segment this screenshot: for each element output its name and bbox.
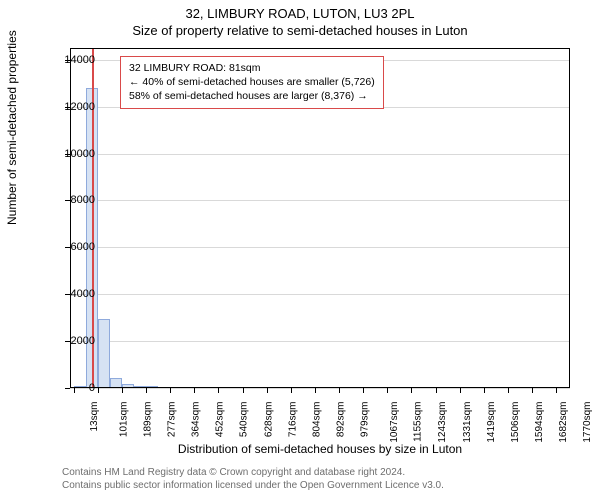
ytick-label: 14000 [45,54,95,66]
xtick-label: 1155sqm [413,402,424,442]
x-axis-label: Distribution of semi-detached houses by … [70,442,570,456]
x-axis-top [70,48,570,49]
chart-container: { "header": { "line1": "32, LIMBURY ROAD… [0,0,600,500]
y-axis-label: Number of semi-detached properties [5,30,19,225]
footer-line-1: Contains HM Land Registry data © Crown c… [62,466,444,479]
ytick-label: 8000 [45,194,95,206]
histogram-bar [98,319,110,388]
ytick-label: 12000 [45,101,95,113]
ytick-label: 0 [45,382,95,394]
xtick-label: 277sqm [167,402,178,438]
xtick-label: 1770sqm [582,402,593,443]
gridline-h [70,294,570,295]
annotation-line-1: 32 LIMBURY ROAD: 81sqm [129,61,375,75]
y-axis-right [569,48,570,388]
annotation-box: 32 LIMBURY ROAD: 81sqm ← 40% of semi-det… [120,56,384,109]
chart-title-line1: 32, LIMBURY ROAD, LUTON, LU3 2PL [0,0,600,21]
xtick-label: 1419sqm [486,402,497,443]
xtick-label: 979sqm [360,402,371,438]
xtick-label: 716sqm [287,402,298,438]
chart-title-line2: Size of property relative to semi-detach… [0,21,600,38]
xtick-label: 804sqm [311,402,322,438]
ytick-label: 10000 [45,148,95,160]
gridline-h [70,247,570,248]
gridline-h [70,154,570,155]
xtick-label: 1243sqm [438,402,449,443]
gridline-h [70,341,570,342]
xtick-label: 1331sqm [462,402,473,443]
xtick-label: 1594sqm [534,402,545,443]
footer: Contains HM Land Registry data © Crown c… [62,466,444,492]
xtick-label: 628sqm [263,402,274,438]
xtick-label: 1506sqm [510,402,521,443]
xtick-label: 540sqm [239,402,250,438]
ytick-label: 2000 [45,335,95,347]
xtick-label: 1682sqm [558,402,569,443]
ytick-label: 6000 [45,241,95,253]
annotation-line-2: ← 40% of semi-detached houses are smalle… [129,75,375,89]
xtick-label: 189sqm [143,402,154,438]
xtick-label: 364sqm [191,402,202,438]
x-axis-line [70,387,570,388]
ytick-label: 4000 [45,288,95,300]
annotation-line-3: 58% of semi-detached houses are larger (… [129,89,375,103]
gridline-h [70,200,570,201]
xtick-label: 101sqm [118,402,129,438]
xtick-label: 452sqm [215,402,226,438]
xtick-label: 892sqm [336,402,347,438]
gridline-h [70,388,570,389]
xtick-label: 13sqm [89,402,100,432]
xtick-label: 1067sqm [389,402,400,443]
footer-line-2: Contains public sector information licen… [62,479,444,492]
